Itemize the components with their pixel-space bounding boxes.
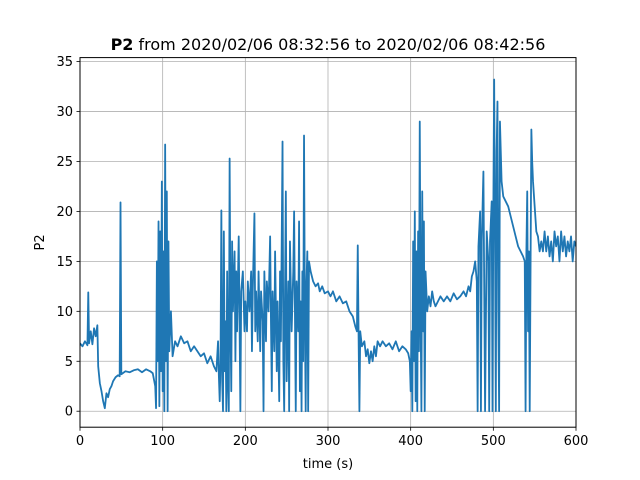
- x-tick-label: 400: [398, 434, 423, 449]
- x-tick-label: 100: [150, 434, 175, 449]
- chart-title: P2 from 2020/02/06 08:32:56 to 2020/02/0…: [111, 35, 546, 54]
- y-tick-label: 5: [65, 355, 73, 370]
- y-tick-label: 10: [56, 305, 73, 320]
- y-tick-label: 30: [56, 105, 73, 120]
- y-tick-label: 25: [56, 155, 73, 170]
- x-tick-label: 600: [564, 434, 589, 449]
- x-tick-label: 300: [316, 434, 341, 449]
- x-axis: 0 100 200 300 400 500 600: [76, 427, 589, 449]
- series-line-1: [80, 78, 576, 413]
- x-axis-label: time (s): [303, 457, 353, 472]
- x-tick-label: 0: [76, 434, 84, 449]
- y-tick-label: 35: [56, 55, 73, 70]
- y-tick-label: 15: [56, 255, 73, 270]
- x-tick-label: 500: [481, 434, 506, 449]
- y-axis-label: P2: [33, 234, 48, 250]
- y-tick-label: 20: [56, 205, 73, 220]
- chart-title-bold: P2: [111, 35, 134, 54]
- x-tick-label: 200: [233, 434, 258, 449]
- series-group: [80, 78, 576, 413]
- chart-title-rest: from 2020/02/06 08:32:56 to 2020/02/06 0…: [133, 35, 545, 54]
- y-axis: 0 5 10 15 20 25 30 35: [56, 55, 80, 420]
- y-tick-label: 0: [65, 405, 73, 420]
